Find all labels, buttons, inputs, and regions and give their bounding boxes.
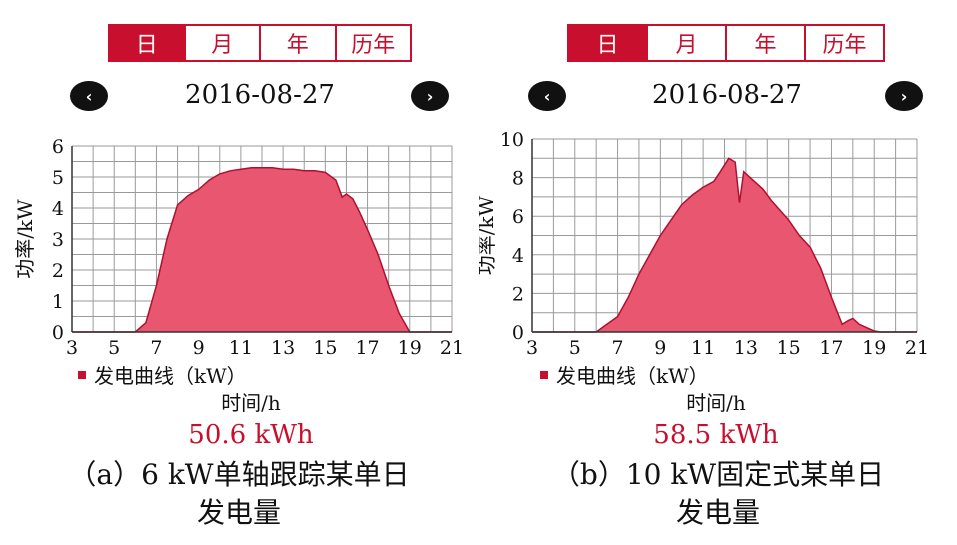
y-tick-label: 2 [52, 260, 64, 282]
tab-all-years[interactable]: 历年 [334, 26, 411, 60]
x-tick-label: 13 [734, 337, 758, 359]
power-line [532, 157, 917, 333]
tab-all-years[interactable]: 历年 [804, 26, 883, 60]
panel-b: 日 月 年 历年 ‹ 2016-08-27 › 3 5 7 9 11 13 15 17 19 21… [479, 0, 957, 545]
caption-line-1: （b）10 kW固定式某单日 [551, 458, 885, 491]
chevron-left-icon: ‹ [85, 86, 93, 106]
y-tick-label: 4 [512, 245, 524, 267]
tab-day[interactable]: 日 [569, 26, 646, 60]
tab-month[interactable]: 月 [646, 26, 725, 60]
power-chart: 3 5 7 9 11 13 15 17 19 21 0 2 4 6 8 10 功率/kW [479, 129, 929, 359]
prev-date-button[interactable]: ‹ [528, 81, 566, 111]
prev-date-button[interactable]: ‹ [70, 81, 108, 111]
x-tick-label: 17 [355, 337, 379, 359]
legend-label: 发电曲线（kW） [556, 364, 709, 388]
legend-swatch [78, 370, 86, 379]
x-tick-label: 13 [271, 337, 295, 359]
y-tick-label: 0 [52, 322, 64, 344]
period-tabs: 日 月 年 历年 [567, 24, 885, 62]
legend: 发电曲线（kW） [78, 360, 247, 389]
x-tick-label: 9 [654, 337, 666, 359]
caption-line-2: 发电量 [196, 496, 281, 529]
y-tick-label: 5 [52, 167, 64, 189]
x-tick-label: 3 [526, 337, 538, 359]
power-area [532, 158, 917, 332]
daily-energy: 58.5 kWh [653, 420, 779, 450]
caption-line-2: 发电量 [675, 496, 760, 529]
legend: 发电曲线（kW） [540, 360, 709, 389]
y-tick-label: 10 [500, 129, 524, 151]
x-tick-label: 9 [193, 337, 205, 359]
x-tick-label: 17 [819, 337, 843, 359]
x-tick-label: 11 [691, 337, 715, 359]
chevron-left-icon: ‹ [543, 86, 551, 106]
daily-energy: 50.6 kWh [188, 420, 314, 450]
date-label: 2016-08-27 [185, 80, 335, 110]
x-tick-label: 19 [862, 337, 886, 359]
tab-year[interactable]: 年 [725, 26, 804, 60]
power-line [72, 166, 452, 333]
x-tick-label: 21 [905, 337, 929, 359]
x-axis-label: 时间/h [221, 391, 281, 415]
x-tick-label: 5 [108, 337, 120, 359]
y-tick-label: 8 [512, 168, 524, 190]
x-tick-label: 21 [440, 337, 464, 359]
y-tick-label: 6 [512, 206, 524, 228]
x-axis-label: 时间/h [686, 391, 746, 415]
x-tick-label: 19 [398, 337, 422, 359]
y-tick-label: 1 [52, 291, 64, 313]
y-tick-label: 2 [512, 283, 524, 305]
x-tick-label: 3 [66, 337, 78, 359]
tab-month[interactable]: 月 [183, 26, 260, 60]
next-date-button[interactable]: › [885, 81, 923, 111]
power-area [72, 167, 452, 332]
y-axis-label: 功率/kW [479, 195, 498, 275]
x-tick-label: 7 [150, 337, 162, 359]
power-chart: 3 5 7 9 11 13 15 17 19 21 0 1 2 3 4 5 6 功率/kW [13, 136, 464, 359]
caption: （b）10 kW固定式某单日 发电量 [479, 456, 957, 532]
y-tick-label: 4 [52, 198, 64, 220]
chevron-right-icon: › [426, 86, 434, 106]
legend-label: 发电曲线（kW） [94, 364, 247, 388]
panel-a: 日 月 年 历年 ‹ 2016-08-27 › 3 5 7 9 11 13 15 17 19 21… [0, 0, 478, 545]
next-date-button[interactable]: › [411, 81, 449, 111]
date-label: 2016-08-27 [652, 80, 802, 110]
tab-year[interactable]: 年 [259, 26, 335, 60]
x-tick-label: 5 [569, 337, 581, 359]
x-tick-label: 15 [313, 337, 337, 359]
caption: （a）6 kW单轴跟踪某单日 发电量 [0, 456, 478, 532]
period-tabs: 日 月 年 历年 [108, 24, 412, 62]
y-tick-label: 3 [52, 229, 64, 251]
caption-line-1: （a）6 kW单轴跟踪某单日 [68, 458, 410, 491]
y-axis-label: 功率/kW [13, 199, 37, 279]
tab-day[interactable]: 日 [110, 26, 184, 60]
y-tick-label: 6 [52, 136, 64, 158]
x-tick-label: 11 [229, 337, 253, 359]
legend-swatch [540, 370, 548, 379]
x-tick-label: 15 [777, 337, 801, 359]
x-tick-label: 7 [612, 337, 624, 359]
y-tick-label: 0 [512, 322, 524, 344]
chevron-right-icon: › [900, 86, 908, 106]
